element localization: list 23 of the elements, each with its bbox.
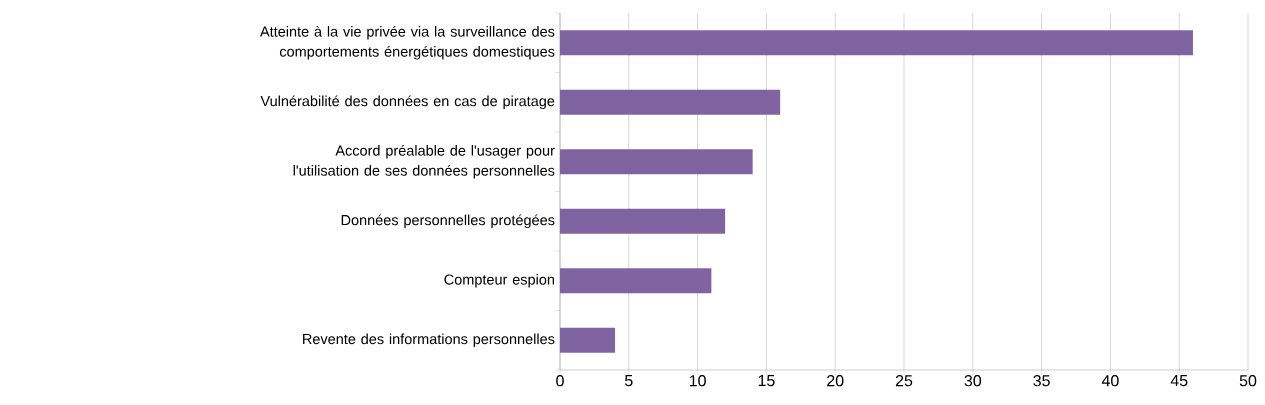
x-tick-label: 5 xyxy=(625,375,633,387)
bar xyxy=(560,208,726,234)
x-tick-label: 15 xyxy=(758,375,775,387)
x-tick-label: 25 xyxy=(895,375,913,387)
y-tick-label: Accord préalable de l'usager pour l'utilisation de ses données personnelles xyxy=(293,144,555,179)
x-tick-label: 45 xyxy=(1170,375,1188,387)
bar xyxy=(560,327,616,353)
y-tick-label: Atteinte à la vie privée via la surveillance des comportements énergétiques domestiques xyxy=(260,25,555,60)
x-tick-label: 35 xyxy=(1033,375,1050,387)
bar xyxy=(560,268,712,294)
x-tick-label: 50 xyxy=(1239,375,1257,387)
bar xyxy=(560,30,1193,56)
x-tick-label: 10 xyxy=(689,375,706,387)
x-tick-label: 20 xyxy=(827,375,844,387)
y-tick-label: Compteur espion xyxy=(444,274,555,288)
bar xyxy=(560,89,781,115)
y-tick-label: Revente des informations personnelles xyxy=(303,333,555,348)
bar xyxy=(560,149,753,175)
y-tick-label: Vulnérabilité des données en cas de piratage xyxy=(260,95,555,110)
x-tick-label: 40 xyxy=(1101,375,1119,387)
x-tick-label: 0 xyxy=(556,375,564,387)
x-tick-label: 30 xyxy=(964,375,982,387)
y-tick-label: Données personnelles protégées xyxy=(341,214,555,229)
